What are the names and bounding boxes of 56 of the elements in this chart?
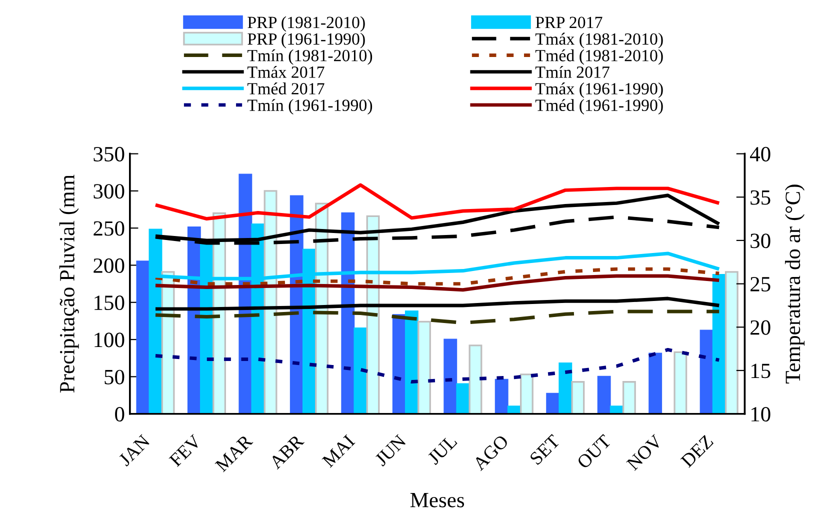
legend-label: Tmín (1981-2010): [247, 49, 372, 65]
bar: [136, 260, 150, 414]
bar: [571, 381, 585, 414]
y2-tick-label: 10: [751, 406, 770, 422]
bar: [546, 392, 560, 414]
y2-tick-label: 35: [750, 190, 770, 205]
legend-label: PRP 2017: [536, 16, 602, 28]
y2-tick-label: 25: [750, 277, 770, 292]
y-tick-label: 250: [94, 221, 124, 236]
legend-label: Tméd (1981-2010): [535, 49, 663, 65]
bar: [468, 344, 482, 414]
y-tick-label: 100: [94, 332, 124, 348]
bar: [456, 383, 470, 414]
y2-axis-title: Temperatura do ar (°C): [785, 184, 805, 384]
x-tick-label: JUL: [426, 434, 458, 466]
bar: [264, 190, 278, 414]
bar: [597, 376, 611, 414]
legend-label: Tmín (1961-1990): [247, 99, 372, 114]
legend-label: PRP (1961-1990): [248, 32, 365, 48]
legend-label: Tmáx 2017: [247, 66, 324, 78]
legend-label: Tméd 2017: [247, 82, 324, 94]
line-series: [154, 274, 721, 292]
bar: [444, 338, 458, 414]
y-tick-label: 200: [94, 258, 124, 273]
legend-label: Tméd (1961-1990): [535, 99, 663, 114]
y2-tick-label: 20: [750, 320, 770, 335]
bar: [354, 328, 368, 414]
legend-label: PRP (1981-2010): [248, 16, 365, 32]
y-tick-label: 300: [94, 184, 124, 199]
legend-label: Tmáx (1961-1990): [535, 82, 663, 98]
y2-tick-label: 30: [750, 234, 770, 248]
y-axis-title: Precipitação Pluvial (mm: [59, 174, 79, 393]
line-series: [154, 348, 721, 384]
y2-tick-label: 15: [751, 364, 770, 378]
bar: [494, 378, 508, 414]
line-series: [154, 267, 721, 286]
y-tick-label: 50: [104, 370, 124, 384]
bar: [724, 271, 738, 414]
x-tick-label: SET: [529, 434, 561, 466]
legend-label: Tmín 2017: [535, 66, 610, 78]
line-series: [154, 183, 721, 221]
x-axis-title: Meses: [410, 493, 464, 508]
y-tick-label: 0: [115, 406, 124, 422]
y-tick-label: 350: [94, 146, 124, 162]
legend-label: Tmáx (1981-2010): [535, 32, 663, 48]
bar: [674, 351, 688, 414]
y-tick-label: 150: [94, 296, 124, 310]
line-series: [154, 310, 721, 325]
line-series: [154, 296, 721, 311]
bar: [700, 330, 714, 414]
y2-tick-label: 40: [750, 146, 770, 162]
bar: [558, 362, 572, 414]
bar: [520, 374, 534, 414]
bar: [648, 352, 662, 414]
bar: [622, 381, 636, 414]
bar: [418, 320, 431, 414]
